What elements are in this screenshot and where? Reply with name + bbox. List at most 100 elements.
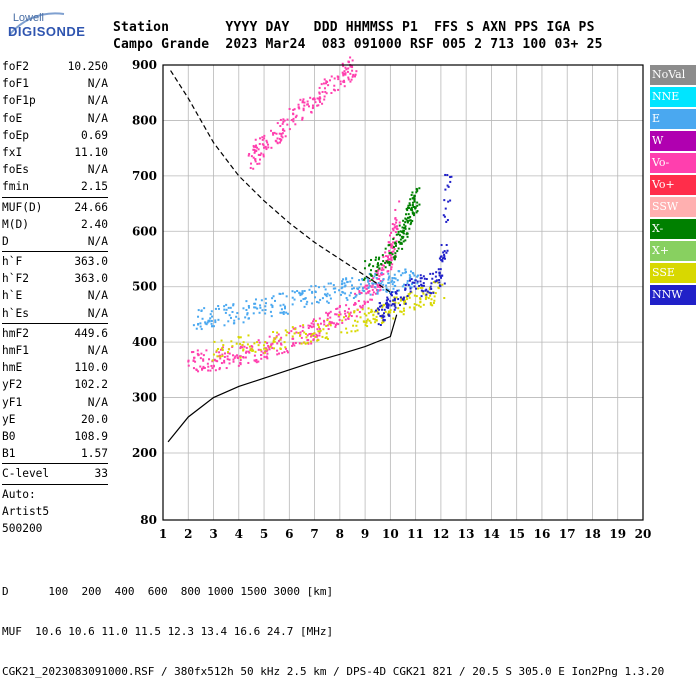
echo-point — [404, 287, 407, 290]
echo-point — [265, 348, 268, 351]
echo-point — [192, 324, 195, 327]
echo-point — [334, 287, 337, 290]
echo-point — [329, 310, 332, 313]
echo-point — [353, 311, 356, 314]
echo-point — [393, 299, 396, 302]
echo-point — [347, 61, 350, 64]
echo-point — [393, 277, 396, 280]
echo-point — [418, 284, 421, 287]
echo-point — [212, 325, 215, 328]
echo-point — [313, 98, 316, 101]
legend-item: X- — [650, 219, 696, 239]
echo-point — [267, 146, 270, 149]
param-row: h`E N/A — [2, 287, 108, 304]
echo-point — [243, 345, 246, 348]
echo-point — [325, 311, 328, 314]
echo-point — [424, 296, 427, 299]
echo-point — [391, 303, 394, 306]
echo-point — [406, 216, 409, 219]
echo-point — [298, 107, 301, 110]
echo-point — [404, 225, 407, 228]
echo-point — [313, 97, 316, 100]
echo-point — [316, 97, 319, 100]
echo-point — [387, 304, 390, 307]
echo-point — [409, 275, 412, 278]
param-row: B0 108.9 — [2, 428, 108, 445]
echo-point — [239, 345, 242, 348]
echo-point — [262, 155, 265, 158]
echo-point — [280, 308, 283, 311]
echo-point — [342, 65, 345, 68]
param-value: N/A — [87, 395, 108, 409]
echo-point — [217, 318, 220, 321]
echo-point — [406, 298, 409, 301]
echo-point — [380, 304, 383, 307]
echo-point — [410, 283, 413, 286]
echo-point — [312, 325, 315, 328]
echo-point — [358, 279, 361, 282]
echo-point — [308, 288, 311, 291]
echo-point — [389, 291, 392, 294]
echo-point — [267, 143, 270, 146]
echo-point — [349, 311, 352, 314]
echo-point — [343, 310, 346, 313]
echo-point — [276, 141, 279, 144]
echo-point — [443, 257, 446, 260]
echo-point — [315, 333, 318, 336]
echo-point — [272, 331, 275, 334]
echo-point — [344, 284, 347, 287]
echo-point — [358, 292, 361, 295]
echo-point — [366, 318, 369, 321]
echo-point — [294, 123, 297, 126]
echo-point — [259, 306, 262, 309]
echo-point — [239, 356, 242, 359]
echo-point — [389, 253, 392, 256]
echo-point — [374, 272, 377, 275]
echo-point — [280, 135, 283, 138]
echo-point — [350, 284, 353, 287]
echo-point — [396, 279, 399, 282]
echo-point — [377, 323, 380, 326]
echo-point — [371, 293, 374, 296]
echo-point — [392, 246, 395, 249]
echo-point — [410, 206, 413, 209]
echo-point — [417, 287, 420, 290]
echo-point — [428, 291, 431, 294]
echo-point — [334, 313, 337, 316]
echo-point — [252, 312, 255, 315]
echo-point — [440, 244, 443, 247]
echo-point — [411, 201, 414, 204]
echo-point — [231, 354, 234, 357]
param-row: fmin 2.15 — [2, 178, 108, 195]
echo-point — [447, 200, 450, 203]
echo-point — [259, 137, 262, 140]
legend-item: NoVal — [650, 65, 696, 85]
x-tick-label: 8 — [336, 527, 344, 541]
echo-point — [286, 118, 289, 121]
echo-point — [404, 226, 407, 229]
echo-point — [264, 302, 267, 305]
echo-point — [352, 324, 355, 327]
echo-point — [268, 335, 271, 338]
echo-point — [253, 151, 256, 154]
echo-point — [438, 257, 441, 260]
echo-point — [334, 324, 337, 327]
param-row: MUF(D) 24.66 — [2, 199, 108, 216]
echo-point — [311, 302, 314, 305]
echo-point — [254, 160, 257, 163]
echo-point — [325, 324, 328, 327]
echo-point — [324, 90, 327, 93]
echo-point — [293, 298, 296, 301]
echo-point — [394, 277, 397, 280]
echo-point — [420, 283, 423, 286]
echo-point — [259, 348, 262, 351]
echo-point — [425, 293, 428, 296]
echo-point — [397, 289, 400, 292]
echo-point — [209, 369, 212, 372]
echo-point — [390, 304, 393, 307]
echo-point — [253, 354, 256, 357]
param-value: N/A — [87, 94, 108, 108]
echo-point — [266, 141, 269, 144]
echo-point — [297, 106, 300, 109]
echo-point — [432, 272, 435, 275]
